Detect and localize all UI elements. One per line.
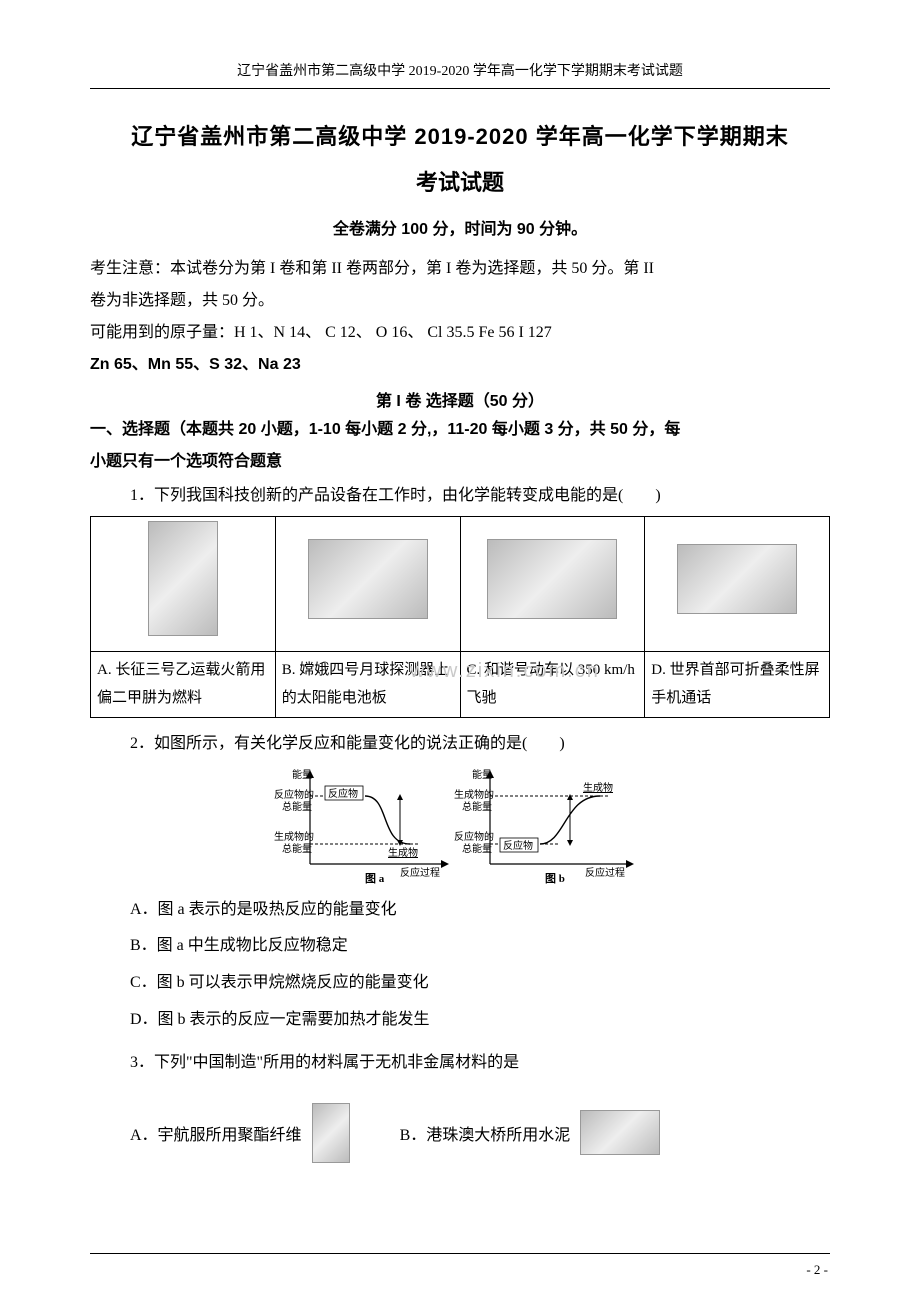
q3-stem: 3．下列"中国制造"所用的材料属于无机非金属材料的是: [130, 1047, 830, 1079]
energy-diagram: 能量 反应物的 总能量 生成物的 总能量 反应物 生成物 反应过程 图 a 能量…: [270, 764, 650, 884]
atomic-masses-l2: Zn 65、Mn 55、S 32、Na 23: [90, 349, 830, 381]
atomic-masses-l1: 可能用到的原子量：H 1、N 14、 C 12、 O 16、 Cl 35.5 F…: [90, 317, 830, 349]
svg-text:反应物的: 反应物的: [274, 788, 314, 801]
q1-option-table: A. 长征三号乙运载火箭用偏二甲肼为燃料 B. 嫦娥四号月球探测器上的太阳能电池…: [90, 516, 830, 718]
q2-stem: 2．如图所示，有关化学反应和能量变化的说法正确的是( ): [130, 728, 830, 760]
exam-notice-l1: 考生注意：本试卷分为第 I 卷和第 II 卷两部分，第 I 卷为选择题，共 50…: [90, 253, 830, 285]
svg-text:反应物: 反应物: [503, 839, 533, 852]
svg-text:生成物的: 生成物的: [454, 788, 494, 801]
q2-opt-b: B．图 a 中生成物比反应物稳定: [130, 928, 830, 965]
svg-text:生成物: 生成物: [583, 781, 613, 794]
astronaut-suit-image: [312, 1103, 350, 1163]
q1-opt-c: C. 和谐号动车以 350 km/h 飞驰: [460, 651, 645, 717]
q1-stem: 1．下列我国科技创新的产品设备在工作时，由化学能转变成电能的是( ): [130, 480, 830, 512]
svg-text:能量: 能量: [472, 768, 492, 781]
svg-text:生成物: 生成物: [388, 846, 418, 859]
doc-title-line2: 考试试题: [90, 165, 830, 197]
foldable-phone-image: [677, 544, 797, 614]
running-header: 辽宁省盖州市第二高级中学 2019-2020 学年高一化学下学期期末考试试题: [90, 60, 830, 80]
svg-text:生成物的: 生成物的: [274, 830, 314, 843]
part1-heading: 第 I 卷 选择题（50 分）: [90, 387, 830, 411]
q1-opt-b: B. 嫦娥四号月球探测器上的太阳能电池板: [275, 651, 460, 717]
doc-title-line1: 辽宁省盖州市第二高级中学 2019-2020 学年高一化学下学期期末: [90, 119, 830, 151]
svg-text:总能量: 总能量: [282, 842, 312, 855]
q3-opt-b: B．港珠澳大桥所用水泥: [400, 1121, 571, 1145]
svg-text:反应过程: 反应过程: [585, 866, 625, 879]
q1-img-c-cell: [460, 517, 645, 652]
rocket-image: [148, 521, 218, 636]
doc-subtitle: 全卷满分 100 分，时间为 90 分钟。: [90, 215, 830, 239]
svg-text:反应物的: 反应物的: [454, 830, 494, 843]
train-image: [487, 539, 617, 619]
moon-lander-image: [308, 539, 428, 619]
svg-text:反应物: 反应物: [328, 787, 358, 800]
q1-opt-a: A. 长征三号乙运载火箭用偏二甲肼为燃料: [91, 651, 276, 717]
footer-rule: [90, 1253, 830, 1254]
q1-opt-d: D. 世界首部可折叠柔性屏手机通话: [645, 651, 830, 717]
q1-img-d-cell: [645, 517, 830, 652]
q2-opt-a: A．图 a 表示的是吸热反应的能量变化: [130, 892, 830, 929]
svg-text:图 a: 图 a: [365, 872, 385, 884]
svg-text:总能量: 总能量: [462, 842, 492, 855]
part1-instruction-l1: 一、选择题（本题共 20 小题，1-10 每小题 2 分,，11-20 每小题 …: [90, 417, 830, 443]
header-rule: [90, 88, 830, 89]
svg-text:能量: 能量: [292, 768, 312, 781]
svg-text:总能量: 总能量: [282, 800, 312, 813]
q2-opt-c: C．图 b 可以表示甲烷燃烧反应的能量变化: [130, 965, 830, 1002]
svg-text:总能量: 总能量: [462, 800, 492, 813]
exam-notice-l2: 卷为非选择题，共 50 分。: [90, 285, 830, 317]
q1-img-b-cell: [275, 517, 460, 652]
svg-text:反应过程: 反应过程: [400, 866, 440, 879]
part1-instruction-l2: 小题只有一个选项符合题意: [90, 449, 830, 475]
q1-img-a-cell: [91, 517, 276, 652]
q3-opt-a: A．宇航服所用聚酯纤维: [130, 1121, 302, 1145]
svg-text:图 b: 图 b: [545, 872, 565, 884]
q3-options-row: A．宇航服所用聚酯纤维 B．港珠澳大桥所用水泥: [130, 1103, 830, 1163]
page-number: - 2 -: [806, 1262, 828, 1278]
q2-opt-d: D．图 b 表示的反应一定需要加热才能发生: [130, 1002, 830, 1039]
bridge-image: [580, 1110, 660, 1155]
